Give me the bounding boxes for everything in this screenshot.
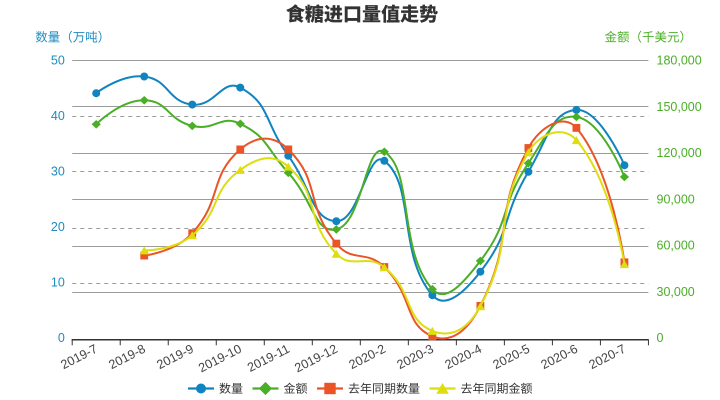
svg-text:180,000: 180,000 [657, 54, 702, 68]
svg-text:60,000: 60,000 [657, 239, 695, 253]
svg-text:30,000: 30,000 [657, 285, 695, 299]
svg-text:150,000: 150,000 [657, 100, 702, 114]
svg-text:0: 0 [657, 331, 664, 345]
svg-text:90,000: 90,000 [657, 192, 695, 206]
svg-text:50: 50 [51, 54, 65, 68]
svg-text:0: 0 [58, 331, 65, 345]
svg-text:40: 40 [51, 109, 65, 123]
svg-text:120,000: 120,000 [657, 146, 702, 160]
svg-text:30: 30 [51, 165, 65, 179]
svg-text:20: 20 [51, 220, 65, 234]
svg-text:10: 10 [51, 276, 65, 290]
